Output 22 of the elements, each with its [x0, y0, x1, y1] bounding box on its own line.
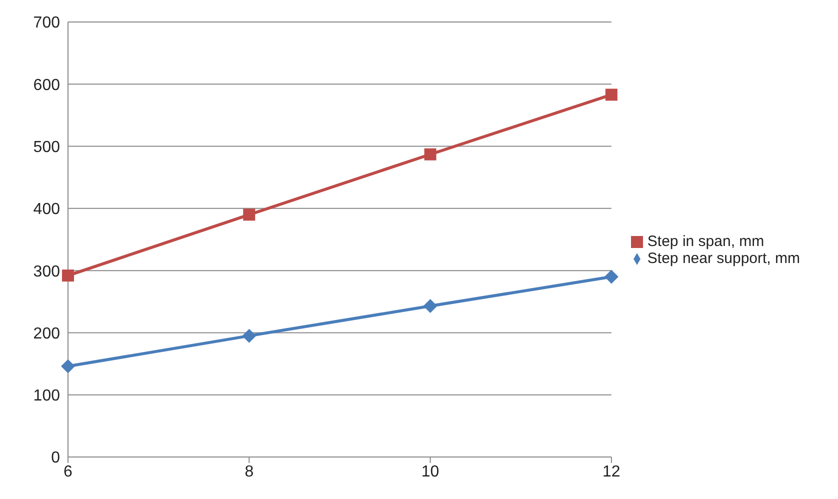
y-tick-label: 100 — [33, 388, 60, 405]
y-tick-label: 200 — [33, 325, 60, 342]
point — [62, 270, 74, 282]
y-tick-label: 400 — [33, 201, 60, 218]
x-tick-label: 6 — [64, 463, 73, 480]
y-tick-label: 300 — [33, 263, 60, 280]
x-tick-label: 12 — [602, 463, 620, 480]
point — [605, 88, 618, 101]
point — [423, 298, 438, 313]
y-tick-label: 500 — [33, 138, 60, 156]
legend-label: Step near support, mm — [647, 250, 800, 266]
y-tick-label: 700 — [33, 14, 60, 32]
point — [424, 148, 436, 160]
x-tick-label: 10 — [421, 463, 440, 480]
y-tick-label: 0 — [51, 450, 60, 467]
point — [61, 359, 75, 374]
x-tick-label: 8 — [244, 463, 254, 480]
point — [242, 328, 256, 343]
y-tick-label: 600 — [33, 76, 60, 94]
legend-label: Step in span, mm — [647, 232, 764, 250]
point — [604, 270, 618, 284]
point — [243, 208, 256, 221]
